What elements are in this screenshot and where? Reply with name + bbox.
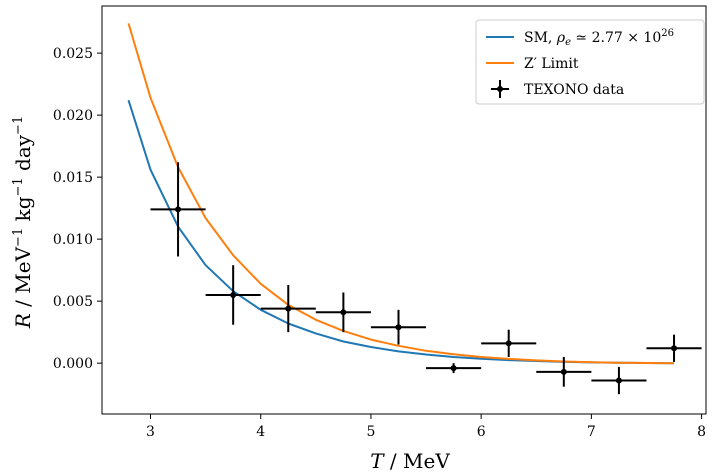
y-tick-label: 0.015 (53, 170, 93, 186)
data-point (230, 291, 237, 298)
x-tick-label: 3 (146, 424, 155, 440)
curves (127, 23, 675, 365)
legend-label-zprime: Z′ Limit (524, 56, 579, 72)
series-line-zprime (127, 23, 675, 365)
y-tick-label: 0.020 (53, 108, 93, 124)
legend-box (475, 19, 705, 105)
legend-label-texono: TEXONO data (524, 82, 624, 98)
data-point (450, 365, 457, 372)
data-point (560, 368, 567, 375)
data-point (340, 309, 347, 316)
legend-item-texono: TEXONO data (491, 80, 624, 98)
data-point (615, 377, 622, 384)
legend-label-sm: SM, ρe ≃ 2.77 × 1026 (524, 28, 674, 48)
data-point (395, 324, 402, 331)
legend-item-zprime: Z′ Limit (486, 56, 579, 72)
y-tick-label: 0.000 (53, 356, 93, 372)
x-axis-label: T / MeV (370, 449, 450, 473)
errorbars (150, 162, 702, 395)
x-tick-label: 4 (256, 424, 265, 440)
data-point (175, 206, 182, 213)
x-tick-label: 6 (477, 424, 486, 440)
legend-item-sm: SM, ρe ≃ 2.77 × 1026 (486, 28, 674, 48)
axes-frame (101, 5, 707, 415)
x-tick-label: 5 (366, 424, 375, 440)
legend-swatch-texono-dot (497, 86, 503, 92)
y-tick-label: 0.005 (53, 294, 93, 310)
data-point (671, 345, 678, 352)
legend: SM, ρe ≃ 2.77 × 1026 Z′ Limit TEXONO dat… (475, 19, 705, 105)
x-tick-label: 7 (587, 424, 596, 440)
series-line-sm (127, 99, 675, 365)
y-tick-label: 0.025 (53, 46, 93, 62)
data-point (285, 305, 292, 312)
x-axis-ticks: 3 4 5 6 7 8 (146, 414, 706, 440)
y-axis-label: R / MeV−1 kg−1 day−1 (11, 116, 35, 329)
x-tick-label: 8 (697, 424, 706, 440)
y-axis-ticks: 0.000 0.005 0.010 0.015 0.020 0.025 (53, 46, 102, 372)
y-tick-label: 0.010 (53, 232, 93, 248)
data-point (505, 340, 512, 347)
